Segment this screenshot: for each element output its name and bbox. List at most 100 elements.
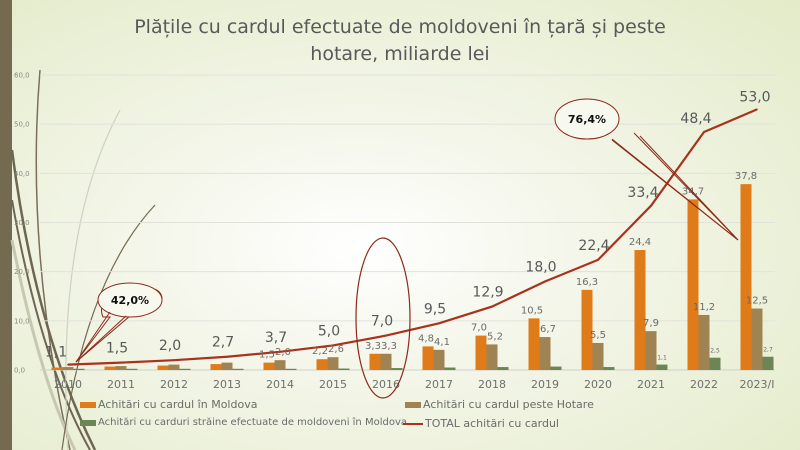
bar-0 bbox=[263, 362, 275, 370]
callout-pointer-2023 bbox=[611, 132, 739, 241]
bar-0 bbox=[210, 364, 222, 370]
x-tick-label: 2023/I bbox=[740, 378, 775, 391]
total-line-point bbox=[438, 322, 440, 325]
bar-data-label: 1,1 bbox=[657, 355, 667, 362]
bar-2 bbox=[73, 368, 85, 370]
bar-1 bbox=[115, 366, 127, 370]
bar-2 bbox=[444, 367, 456, 370]
bar-0 bbox=[369, 353, 381, 370]
y-tick-label: 40,0 bbox=[14, 170, 30, 178]
bar-data-label: 2,6 bbox=[328, 344, 344, 355]
bar-1 bbox=[645, 331, 657, 370]
total-data-label: 2,0 bbox=[159, 338, 181, 354]
bar-data-label: 6,7 bbox=[540, 324, 556, 335]
x-tick-label: 2013 bbox=[213, 378, 241, 391]
total-data-label: 53,0 bbox=[739, 89, 770, 105]
total-line-point bbox=[120, 361, 122, 364]
bar-data-label: 11,2 bbox=[693, 302, 715, 313]
y-tick-label: 30,0 bbox=[14, 219, 30, 227]
x-tick-label: 2010 bbox=[54, 378, 82, 391]
legend-label: TOTAL achitări cu cardul bbox=[425, 417, 559, 430]
callout-text-2023: 76,4% bbox=[568, 113, 606, 126]
y-tick-label: 20,0 bbox=[14, 268, 30, 276]
legend-label: Achitări cu cardul în Moldova bbox=[98, 398, 258, 411]
bar-2 bbox=[709, 357, 721, 370]
bar-0 bbox=[740, 184, 752, 370]
x-tick-label: 2020 bbox=[584, 378, 612, 391]
bar-data-label: 7,9 bbox=[643, 318, 659, 329]
bar-1 bbox=[433, 349, 445, 370]
bar-1 bbox=[62, 367, 74, 370]
bar-0 bbox=[422, 346, 434, 370]
total-data-label: 3,7 bbox=[265, 330, 287, 346]
total-line-point bbox=[703, 131, 705, 133]
legend-swatch bbox=[80, 401, 96, 408]
x-tick-label: 2017 bbox=[425, 378, 453, 391]
total-line-point bbox=[226, 355, 228, 358]
legend-item-total: TOTAL achitări cu cardul bbox=[403, 417, 559, 430]
bar-1 bbox=[221, 362, 233, 370]
total-data-label: 12,9 bbox=[472, 285, 503, 301]
bar-data-label: 4,8 bbox=[418, 333, 434, 344]
bar-2 bbox=[232, 368, 244, 370]
callout-bubble-2010 bbox=[97, 282, 163, 318]
bar-data-label: 2,5 bbox=[710, 348, 720, 355]
bar-data-label: 1,5 bbox=[259, 350, 275, 361]
x-tick-label: 2014 bbox=[266, 378, 294, 391]
chart-title-line-2: hotare, miliarde lei bbox=[310, 43, 490, 65]
bar-2 bbox=[338, 368, 350, 370]
bar-data-label: 3,3 bbox=[381, 341, 397, 352]
callout-pointer-2010 bbox=[75, 311, 127, 363]
legend-item-straine: Achitări cu carduri străine efectuate de… bbox=[80, 417, 407, 428]
total-data-label: 1,1 bbox=[45, 345, 67, 361]
y-tick-label: 0,0 bbox=[14, 367, 25, 375]
legend-swatch bbox=[405, 401, 421, 408]
chart-title-line-1: Plățile cu cardul efectuate de moldoveni… bbox=[134, 16, 666, 38]
bar-data-label: 5,5 bbox=[590, 330, 606, 341]
bar-2 bbox=[762, 356, 774, 370]
total-data-label: 48,4 bbox=[680, 111, 711, 127]
total-data-label: 22,4 bbox=[578, 238, 609, 254]
bar-1 bbox=[380, 353, 392, 370]
bar-1 bbox=[274, 360, 286, 370]
bar-1 bbox=[592, 342, 604, 370]
bar-2 bbox=[550, 366, 562, 370]
bar-0 bbox=[634, 250, 646, 370]
bar-data-label: 37,8 bbox=[735, 171, 757, 182]
x-tick-label: 2018 bbox=[478, 378, 506, 391]
x-tick-label: 2021 bbox=[637, 378, 665, 391]
x-tick-label: 2019 bbox=[531, 378, 559, 391]
decorative-side-bar bbox=[0, 0, 12, 450]
bar-2 bbox=[497, 367, 509, 370]
x-tick-label: 2011 bbox=[107, 378, 135, 391]
bar-data-label: 16,3 bbox=[576, 277, 598, 288]
x-tick-label: 2012 bbox=[160, 378, 188, 391]
bar-0 bbox=[528, 318, 540, 370]
legend-item-moldova: Achitări cu cardul în Moldova bbox=[80, 398, 257, 411]
y-tick-label: 10,0 bbox=[14, 317, 30, 325]
total-line-point bbox=[67, 363, 69, 366]
total-line-point bbox=[385, 334, 387, 337]
total-line-point bbox=[279, 351, 281, 353]
total-line-point bbox=[756, 108, 758, 111]
y-tick-label: 60,0 bbox=[14, 72, 30, 80]
total-data-label: 9,5 bbox=[424, 301, 446, 317]
chart-title: Plățile cu cardul efectuate de moldoveni… bbox=[100, 14, 700, 68]
bar-0 bbox=[51, 367, 63, 370]
total-data-label: 33,4 bbox=[627, 185, 658, 201]
y-tick-label: 50,0 bbox=[14, 121, 30, 129]
total-data-label: 7,0 bbox=[371, 314, 393, 330]
total-line bbox=[67, 108, 758, 366]
bar-2 bbox=[391, 368, 403, 370]
callout-bubble-2023 bbox=[554, 98, 620, 140]
bar-0 bbox=[157, 365, 169, 370]
bar-1 bbox=[327, 357, 339, 370]
x-tick-label: 2022 bbox=[690, 378, 718, 391]
bar-data-label: 5,2 bbox=[487, 331, 503, 342]
x-tick-label: 2016 bbox=[372, 378, 400, 391]
bar-0 bbox=[581, 289, 593, 370]
bar-data-label: 4,1 bbox=[434, 337, 450, 348]
legend-item-hotare: Achitări cu cardul peste Hotare bbox=[405, 398, 594, 411]
total-data-label: 5,0 bbox=[318, 323, 340, 339]
